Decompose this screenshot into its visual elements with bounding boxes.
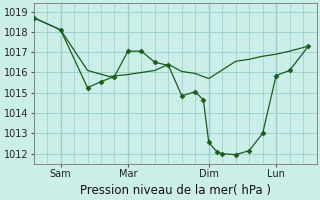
X-axis label: Pression niveau de la mer( hPa ): Pression niveau de la mer( hPa ) bbox=[80, 184, 271, 197]
